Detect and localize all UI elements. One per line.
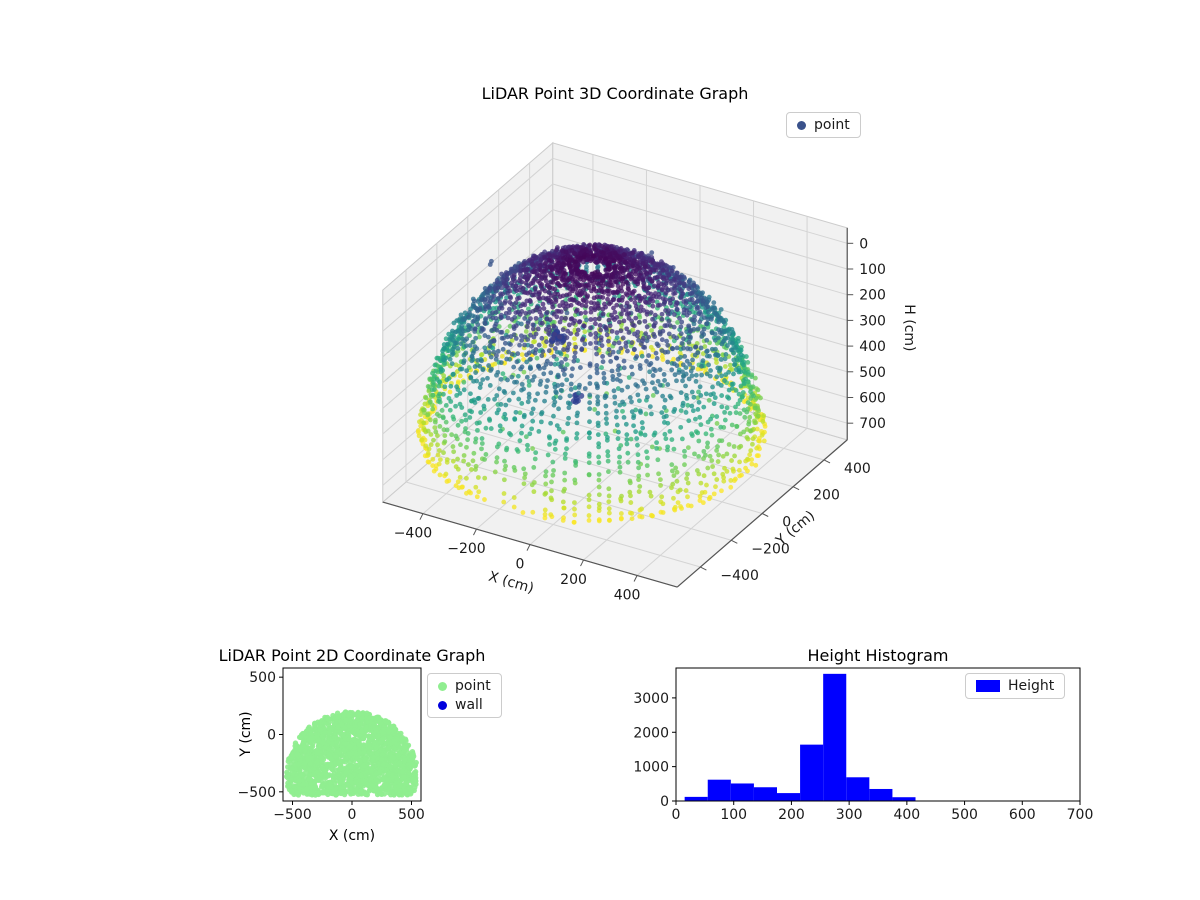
- legend-label: point: [455, 678, 491, 694]
- plot2d-title: LiDAR Point 2D Coordinate Graph: [218, 646, 486, 665]
- legend-item-wall-2d: wall: [438, 697, 491, 713]
- plot2d-ylabel: Y (cm): [238, 711, 254, 757]
- plot2d-xlabel: X (cm): [328, 828, 376, 844]
- height-patch-icon: [976, 680, 1000, 692]
- legend-item-point-3d: point: [797, 117, 850, 133]
- legend-item-height: Height: [976, 678, 1054, 694]
- plot3d-title: LiDAR Point 3D Coordinate Graph: [481, 84, 749, 103]
- point-marker-icon: [797, 120, 806, 130]
- scatter-3d-plot: [300, 75, 940, 645]
- legend-label: point: [814, 117, 850, 133]
- histogram-title: Height Histogram: [807, 646, 949, 665]
- legend-label: Height: [1008, 678, 1055, 694]
- point-marker-icon: [438, 681, 447, 691]
- wall-marker-icon: [438, 700, 447, 710]
- legend-item-point-2d: point: [438, 678, 491, 694]
- legend-histogram: Height: [965, 673, 1066, 699]
- legend-2d: point wall: [427, 673, 502, 718]
- legend-3d: point: [786, 112, 861, 138]
- legend-label: wall: [455, 697, 483, 713]
